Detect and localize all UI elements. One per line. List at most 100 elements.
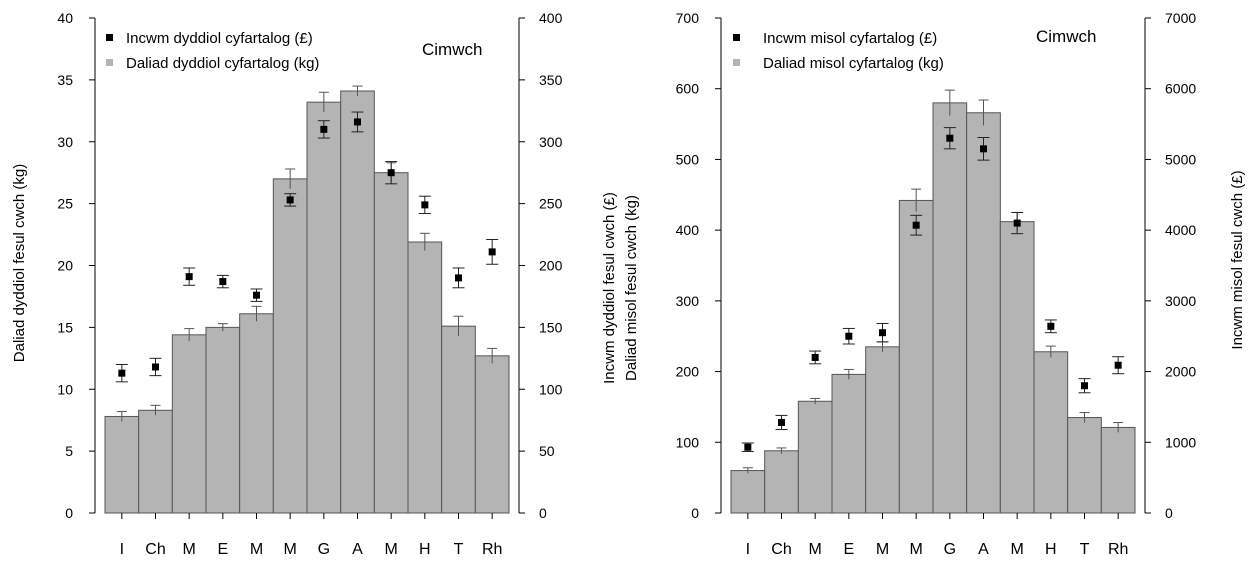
x-tick-label: I — [120, 541, 124, 558]
x-tick-label: M — [250, 541, 263, 558]
x-tick-label: M — [1011, 541, 1024, 558]
y-tick-label-left: 200 — [676, 364, 700, 380]
data-point — [946, 134, 954, 142]
y-tick-label-right: 6000 — [1165, 81, 1196, 97]
bar — [239, 313, 274, 514]
data-point — [253, 291, 260, 299]
x-tick-label: Rh — [482, 541, 502, 558]
x-tick-label: G — [944, 541, 956, 558]
data-point — [879, 329, 886, 337]
y-tick-label-right: 100 — [539, 381, 563, 397]
y-tick-label-left: 30 — [57, 134, 73, 150]
y-axis-label-left-line1: Incwm dyddiol fesul cwch (£) — [601, 192, 618, 384]
data-point — [778, 418, 785, 426]
chart-left: 0510152025303540050100150200250300350400… — [11, 10, 563, 558]
y-tick-label-right: 400 — [539, 10, 563, 26]
bar — [373, 172, 409, 514]
data-point — [1114, 361, 1122, 369]
bar — [272, 178, 308, 514]
y-tick-label-right: 300 — [539, 134, 563, 150]
x-tick-label: H — [419, 541, 431, 558]
bar — [340, 90, 375, 514]
bar — [1033, 351, 1069, 514]
bar — [205, 326, 241, 514]
data-point — [387, 169, 395, 177]
bar — [171, 334, 207, 514]
legend-income-label: Incwm dyddiol cyfartalog (£) — [126, 30, 313, 47]
y-tick-label-left: 0 — [65, 505, 73, 521]
y-tick-label-right: 250 — [539, 196, 563, 212]
x-tick-label: I — [746, 541, 750, 558]
data-point — [354, 118, 361, 126]
bar — [306, 101, 342, 514]
bar — [1100, 426, 1136, 514]
y-tick-label-left: 500 — [676, 151, 700, 167]
y-tick-label-left: 35 — [57, 72, 73, 88]
x-tick-label: M — [876, 541, 889, 558]
legend: Incwm dyddiol cyfartalog (£) Daliad dydd… — [106, 30, 319, 72]
y-tick-label-left: 20 — [57, 258, 73, 274]
data-point — [488, 248, 496, 256]
y-tick-label-right: 5000 — [1165, 151, 1196, 167]
bars-group — [104, 85, 510, 514]
x-tick-label: M — [385, 541, 398, 558]
bar — [898, 199, 934, 514]
labels-group: 0100200300400500600700010002000300040005… — [676, 10, 1197, 558]
y-tick-label-left: 700 — [676, 10, 700, 26]
data-point — [286, 196, 294, 204]
data-point — [320, 125, 328, 133]
y-tick-label-right: 4000 — [1165, 222, 1196, 238]
bar — [104, 415, 140, 514]
y-axis-label-right: Incwm misol fesul cwch (£) — [1229, 170, 1246, 349]
data-point — [1047, 322, 1055, 330]
data-point — [185, 273, 193, 281]
y-tick-label-left: 600 — [676, 81, 700, 97]
x-tick-label: T — [454, 541, 464, 558]
data-point — [845, 332, 853, 340]
x-tick-label: M — [809, 541, 822, 558]
bar — [764, 450, 799, 514]
y-tick-label-left: 15 — [57, 319, 73, 335]
y-tick-label-right: 150 — [539, 319, 563, 335]
y-tick-label-right: 2000 — [1165, 364, 1196, 380]
y-tick-label-right: 350 — [539, 72, 563, 88]
axes-group — [715, 17, 1151, 519]
x-tick-label: T — [1080, 541, 1090, 558]
y-tick-label-left: 5 — [65, 443, 73, 459]
bar — [966, 112, 1001, 514]
bar — [138, 409, 173, 514]
y-tick-label-left: 40 — [57, 10, 73, 26]
data-point — [455, 274, 462, 282]
data-point — [744, 443, 752, 451]
data-point — [421, 201, 429, 209]
y-axis-label-left-line2: Daliad misol fesul cwch (kg) — [623, 195, 640, 381]
y-tick-label-right: 0 — [539, 505, 547, 521]
y-tick-label-left: 25 — [57, 196, 73, 212]
data-point — [219, 278, 227, 286]
bar — [407, 241, 443, 514]
data-point — [118, 369, 126, 377]
y-tick-label-right: 200 — [539, 258, 563, 274]
legend-catch-marker — [106, 59, 113, 66]
data-point — [1013, 219, 1021, 227]
x-tick-label: H — [1045, 541, 1057, 558]
axes-group — [89, 17, 525, 519]
y-tick-label-left: 100 — [676, 434, 700, 450]
legend-catch-marker — [733, 59, 740, 66]
data-point — [912, 221, 920, 229]
chart-right: 0100200300400500600700010002000300040005… — [601, 10, 1246, 558]
x-tick-label: A — [978, 541, 989, 558]
legend-income-marker — [106, 34, 113, 41]
points-group — [741, 127, 1125, 452]
bar — [441, 325, 476, 514]
legend: Incwm misol cyfartalog (£) Daliad misol … — [733, 30, 944, 72]
y-axis-label-left: Daliad dyddiol fesul cwch (kg) — [11, 164, 28, 362]
data-point — [152, 363, 159, 371]
x-tick-label: A — [352, 541, 363, 558]
y-tick-label-left: 400 — [676, 222, 700, 238]
y-tick-label-right: 0 — [1165, 505, 1173, 521]
bar — [932, 102, 968, 514]
data-point — [1081, 382, 1088, 390]
bar — [1067, 417, 1102, 514]
